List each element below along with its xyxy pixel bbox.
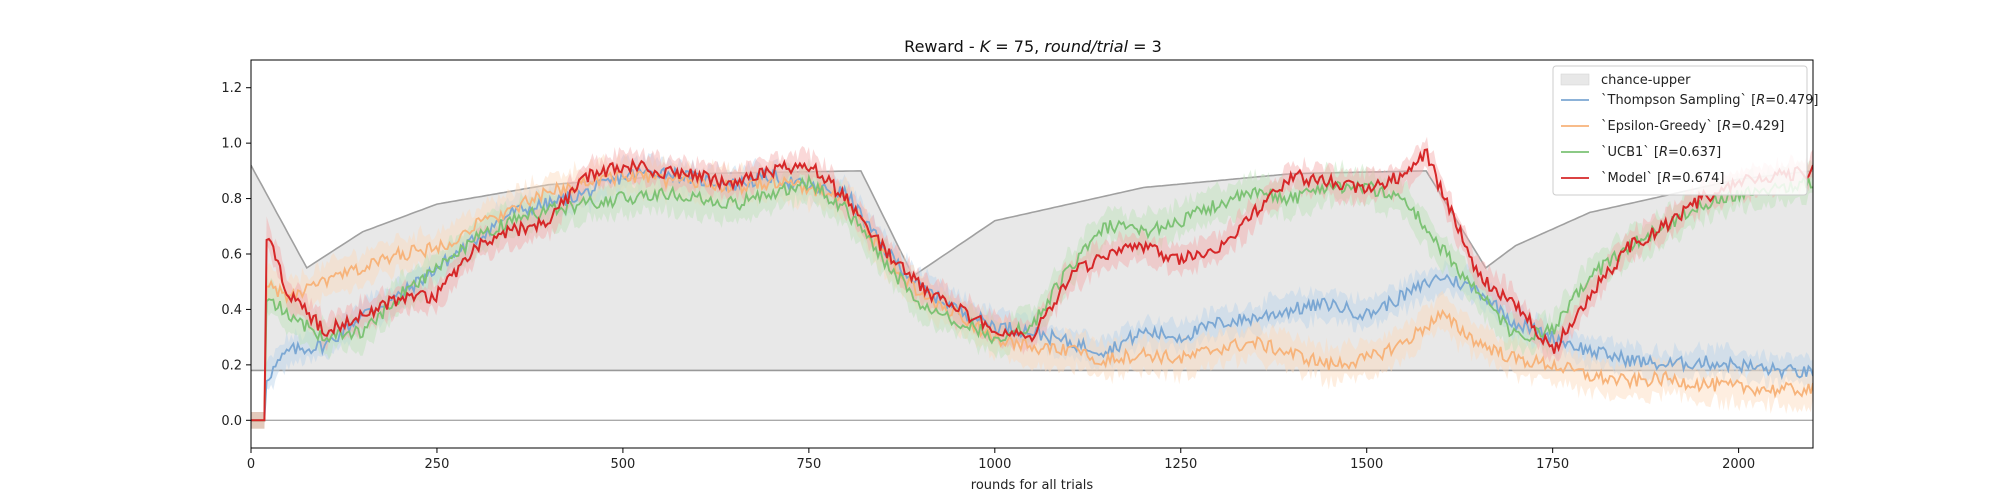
x-tick-label: 1750 <box>1536 457 1569 472</box>
y-tick-label: 1.2 <box>221 81 242 96</box>
y-tick-label: 0.2 <box>221 358 242 373</box>
y-tick-label: 1.0 <box>221 137 242 152</box>
x-axis-label: rounds for all trials <box>971 478 1094 493</box>
legend-swatch-chance-upper <box>1560 73 1590 86</box>
chart-title: Reward - K = 75, round/trial = 3 <box>904 37 1162 56</box>
x-tick-label: 250 <box>425 457 450 472</box>
series-band-0 <box>251 152 1813 429</box>
x-tick-label: 0 <box>247 457 255 472</box>
x-tick-label: 1500 <box>1350 457 1383 472</box>
x-tick-label: 1250 <box>1164 457 1197 472</box>
x-tick-label: 1000 <box>978 457 1011 472</box>
x-tick-label: 750 <box>796 457 821 472</box>
chance-upper-area <box>251 165 1813 371</box>
plot-area <box>251 136 1813 429</box>
y-tick-label: 0.6 <box>221 248 242 263</box>
legend-label-1: `Epsilon-Greedy` [R=0.429] <box>1601 119 1784 134</box>
y-tick-label: 0.4 <box>221 303 242 318</box>
legend: chance-upper `Thompson Sampling` [R=0.47… <box>1552 65 1818 196</box>
series-line-0 <box>251 165 1813 422</box>
x-axis: 0 250 500 750 1000 1250 1500 1750 2000 <box>247 448 1755 472</box>
x-tick-label: 2000 <box>1722 457 1755 472</box>
y-tick-label: 0.0 <box>221 414 242 429</box>
legend-label-3: `Model` [R=0.674] <box>1601 171 1724 186</box>
series-line-3 <box>251 148 1813 422</box>
series-line-1 <box>251 168 1813 422</box>
y-axis: 0.0 0.2 0.4 0.6 0.8 1.0 1.2 <box>221 81 251 429</box>
legend-box <box>1552 65 1808 196</box>
legend-label-2: `UCB1` [R=0.637] <box>1601 145 1721 160</box>
x-tick-label: 500 <box>610 457 635 472</box>
chance-upper-line <box>251 164 1813 278</box>
legend-label-0: `Thompson Sampling` [R=0.479] <box>1601 93 1818 108</box>
series-line-2 <box>251 173 1813 422</box>
legend-label-chance-upper: chance-upper <box>1601 73 1691 88</box>
y-tick-label: 0.8 <box>221 192 242 207</box>
